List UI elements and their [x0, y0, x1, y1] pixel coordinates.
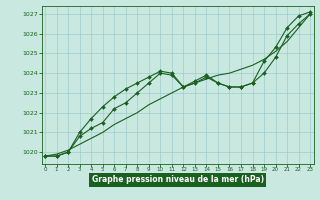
X-axis label: Graphe pression niveau de la mer (hPa): Graphe pression niveau de la mer (hPa) [92, 175, 264, 184]
